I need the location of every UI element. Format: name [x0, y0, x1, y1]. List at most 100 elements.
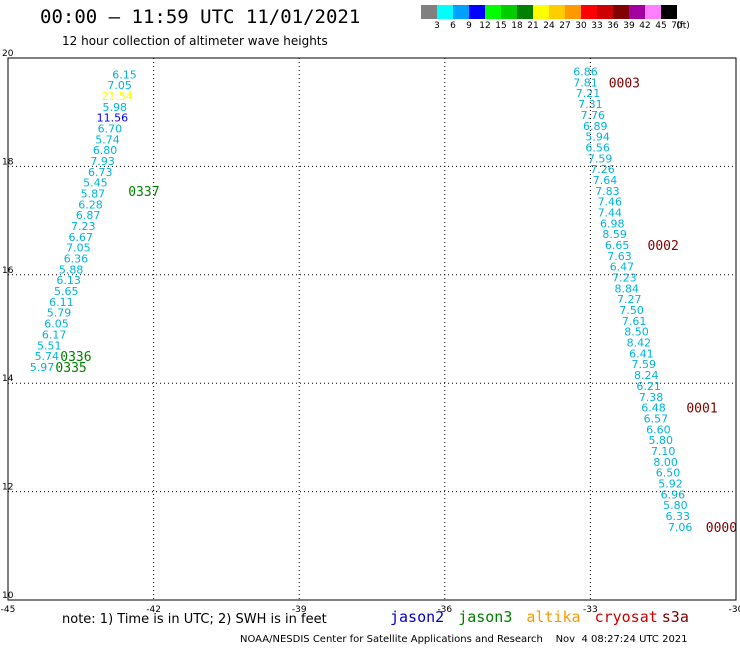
time-label: 0001 [686, 402, 717, 417]
wave-height-point: 6.67 [69, 231, 94, 244]
wave-height-point: 6.11 [49, 296, 74, 309]
wave-height-point: 7.76 [581, 109, 606, 122]
plot-frame [7, 57, 737, 601]
time-label: 0336 [60, 350, 91, 365]
y-tick-label: 18 [2, 157, 14, 167]
legend-swatch [517, 5, 533, 19]
wave-height-point: 6.47 [610, 261, 635, 274]
wave-height-point: 6.33 [666, 510, 691, 523]
satellite-label-altika: altika [526, 608, 581, 626]
wave-height-point: 7.27 [617, 293, 642, 306]
wave-height-point: 5.74 [35, 350, 60, 363]
legend-swatch [565, 5, 581, 19]
wave-height-point: 6.50 [656, 467, 681, 480]
time-label: 0335 [55, 361, 86, 376]
y-tick-label: 12 [2, 483, 13, 493]
legend-swatch [533, 5, 549, 19]
page-subtitle: 12 hour collection of altimeter wave hei… [62, 34, 328, 48]
legend-swatches [421, 5, 677, 19]
wave-height-point: 6.41 [629, 347, 654, 360]
wave-height-point: 7.93 [90, 155, 115, 168]
wave-height-point: 5.87 [81, 188, 106, 201]
wave-height-point: 7.81 [573, 76, 598, 89]
legend-unit: (ft) [676, 21, 690, 31]
time-label: 0000 [706, 521, 737, 536]
legend-swatch [645, 5, 661, 19]
legend-label: 21 [527, 21, 539, 31]
wave-height-point: 6.96 [661, 488, 686, 501]
time-label: 0003 [609, 76, 640, 91]
wave-height-point: 6.80 [93, 144, 118, 157]
legend-label: 70 [671, 21, 683, 31]
wave-height-point: 6.56 [585, 141, 610, 154]
wave-height-point: 21.54 [101, 90, 133, 103]
legend-swatch [549, 5, 565, 19]
wave-height-point: 7.46 [598, 196, 623, 209]
x-tick-label: -33 [583, 605, 598, 615]
wave-height-point: 7.59 [632, 358, 657, 371]
wave-height-point: 7.59 [588, 152, 613, 165]
legend-swatch [485, 5, 501, 19]
legend-label: 24 [543, 21, 555, 31]
wave-height-point: 8.24 [634, 369, 659, 382]
legend-swatch [613, 5, 629, 19]
time-label: 0002 [648, 239, 679, 254]
wave-height-point: 5.92 [658, 477, 683, 490]
wave-height-point: 5.74 [95, 133, 120, 146]
x-tick-label: -30 [729, 605, 740, 615]
wave-height-point: 6.17 [42, 328, 67, 341]
wave-height-point: 5.80 [663, 499, 688, 512]
satellite-label-jason3: jason3 [458, 608, 513, 626]
wave-height-point: 5.65 [54, 285, 79, 298]
legend-label: 9 [466, 21, 472, 31]
wave-height-point: 7.61 [622, 315, 647, 328]
legend-swatch [421, 5, 437, 19]
wave-height-point: 7.50 [619, 304, 644, 317]
legend-swatch [437, 5, 453, 19]
wave-height-point: 6.86 [573, 66, 598, 79]
wave-height-point: 5.51 [37, 339, 62, 352]
wave-height-point: 8.00 [653, 456, 678, 469]
wave-height-point: 6.36 [64, 253, 89, 266]
wave-height-point: 5.88 [59, 263, 84, 276]
legend-label: 27 [559, 21, 571, 31]
wave-height-point: 6.87 [76, 209, 101, 222]
wave-height-point: 6.28 [78, 198, 103, 211]
page-title: 00:00 – 11:59 UTC 11/01/2021 [40, 6, 361, 28]
wave-height-point: 5.80 [649, 434, 674, 447]
legend-label: 15 [495, 21, 507, 31]
wave-height-point: 7.23 [612, 272, 637, 285]
legend-label: 3 [434, 21, 440, 31]
footer-credit: NOAA/NESDIS Center for Satellite Applica… [240, 634, 688, 645]
wave-height-point: 7.63 [607, 250, 632, 263]
legend-label: 36 [607, 21, 619, 31]
wave-height-point: 5.98 [103, 101, 128, 114]
legend-swatch [469, 5, 485, 19]
wave-height-point: 7.21 [576, 87, 601, 100]
wave-height-point: 7.06 [668, 521, 693, 534]
x-tick-label: -42 [146, 605, 161, 615]
satellite-legend: jason2 jason3 altika cryosat s3a [390, 608, 703, 626]
legend-label: 33 [591, 21, 603, 31]
wave-height-point: 6.70 [98, 122, 123, 135]
legend-swatch [661, 5, 677, 19]
wave-height-point: 5.94 [585, 131, 610, 144]
legend-label: 42 [639, 21, 651, 31]
wave-height-point: 8.50 [624, 326, 649, 339]
legend-labels: 3 6 9 12 15 18 21 24 27 30 33 36 39 42 45 70 (ft) [421, 19, 690, 33]
satellite-label-cryosat: cryosat [594, 608, 658, 626]
y-tick-label: 16 [2, 266, 14, 276]
y-tick-label: 10 [2, 591, 14, 601]
wave-height-point: 7.83 [595, 185, 620, 198]
wave-height-point: 7.23 [71, 220, 96, 233]
legend-label: 30 [575, 21, 587, 31]
y-tick-label: 14 [2, 374, 14, 384]
x-tick-label: -36 [437, 605, 452, 615]
legend-label: 12 [479, 21, 491, 31]
wave-height-point: 7.44 [598, 206, 623, 219]
legend-swatch [629, 5, 645, 19]
legend-swatch [581, 5, 597, 19]
wave-height-point: 8.42 [627, 337, 652, 350]
wave-height-point: 8.84 [615, 282, 640, 295]
